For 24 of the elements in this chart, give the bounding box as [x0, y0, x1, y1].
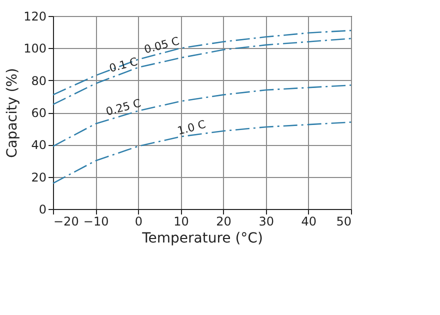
x-tick-label: 0: [134, 214, 142, 228]
x-tick-label: 50: [336, 214, 352, 228]
x-tick-label: −20: [54, 214, 79, 228]
y-tick-label: 20: [31, 170, 46, 184]
text: 0.05 C: [142, 34, 181, 56]
text: 0.25 C: [104, 96, 143, 118]
y-tick-label: 0: [38, 202, 46, 216]
x-tick-label: −10: [83, 214, 109, 228]
x-tick-label: 30: [258, 214, 274, 228]
x-tick-label: 40: [301, 214, 317, 228]
line-series: [52, 122, 352, 184]
text: 1.0 C: [176, 118, 208, 138]
text: 0.1 C: [108, 54, 140, 76]
y-tick-label: 60: [31, 106, 46, 120]
line-series: [52, 84, 352, 147]
x-axis-title: Temperature (°C): [141, 230, 263, 246]
line-series: [52, 30, 352, 96]
y-tick-label: 40: [31, 138, 46, 152]
x-tick-label: 20: [216, 214, 232, 228]
y-tick-label: 80: [31, 74, 46, 88]
y-tick-label: 120: [24, 10, 46, 24]
x-tick-label: 10: [174, 214, 189, 228]
y-tick-label: 100: [24, 42, 46, 56]
y-axis-title: Capacity (%): [4, 68, 21, 158]
